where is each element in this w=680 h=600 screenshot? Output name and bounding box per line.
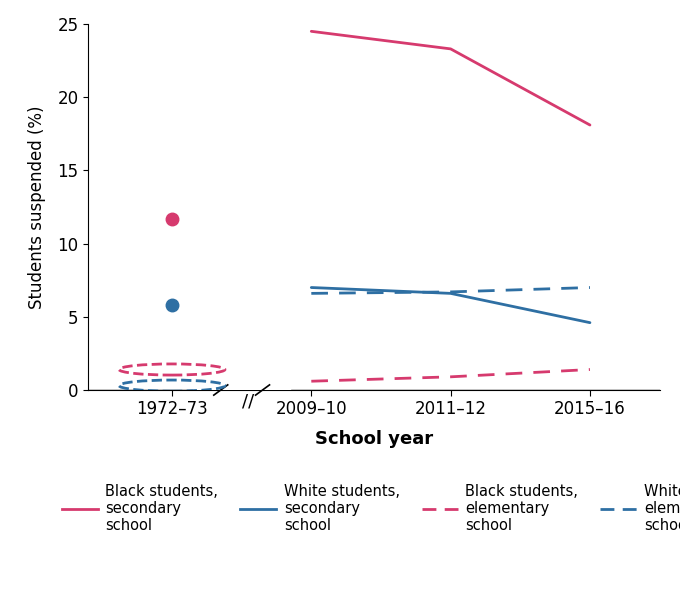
Bar: [193, 386, 290, 390]
Legend: Black students,
secondary
school, White students,
secondary
school, Black studen: Black students, secondary school, White …: [56, 478, 680, 539]
X-axis label: School year: School year: [315, 430, 433, 448]
Text: //: //: [243, 393, 255, 411]
Y-axis label: Students suspended (%): Students suspended (%): [29, 105, 46, 309]
